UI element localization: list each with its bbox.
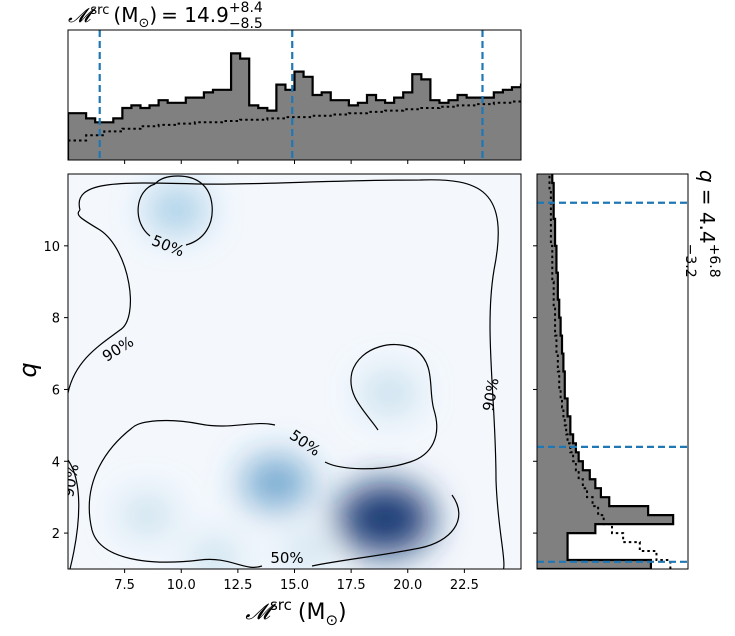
- density-map: [120, 186, 434, 569]
- density-peak: [361, 371, 419, 415]
- x-axis-unit: (M: [298, 600, 326, 625]
- density-peak: [281, 532, 330, 569]
- x-title-unit: (M: [113, 3, 138, 27]
- y-tick-label: 4: [52, 455, 60, 470]
- x-tick-label: 22.5: [450, 578, 479, 593]
- x-tick-label: 15.0: [280, 578, 309, 593]
- y-tick-label: 2: [52, 527, 60, 542]
- svg-text:q= 4.4+6.8: q = 4.4+6.8: [695, 170, 722, 278]
- x-axis-ticks: 7.5 10.0 12.5 15.0 17.5 20.0 22.5: [114, 569, 479, 593]
- x-title-unit-sub: ⊙: [138, 16, 149, 31]
- x-axis-sup: src: [270, 596, 292, 614]
- x-axis-unit-sub: ⊙: [325, 611, 338, 629]
- y-title: q = 4.4+6.8 −3.2: [682, 170, 722, 278]
- y-title-median: = 4.4: [695, 189, 719, 244]
- x-tick-label: 17.5: [337, 578, 366, 593]
- x-title: 𝓜src (M⊙) = 14.9+8.4: [68, 0, 263, 31]
- y-tick-label: 8: [52, 312, 60, 327]
- contour-90-outer: [68, 179, 505, 569]
- joint-panel: 50% 50% 50% 90% 90% 90% 7.5 10.0 12.5 15.0 1…: [14, 173, 522, 629]
- contour-50-middle: [88, 343, 460, 568]
- density-peak: [188, 538, 242, 569]
- x-title-sup: src: [90, 3, 109, 18]
- x-tick-label: 12.5: [223, 578, 252, 593]
- x-tick-label: 10.0: [167, 578, 196, 593]
- x-title-unit-close: ): [149, 3, 157, 27]
- x-title-lower: −8.5: [229, 16, 263, 32]
- x-histogram-fill: [68, 53, 521, 160]
- y-title-symbol: q: [695, 170, 719, 183]
- x-axis-unit-close: ): [338, 600, 347, 625]
- density-peak: [120, 494, 175, 536]
- contour-90-bottom: [68, 459, 80, 569]
- density-peak: [146, 186, 208, 234]
- x-axis-label: 𝓜src (M⊙): [245, 596, 346, 629]
- y-tick-label: 10: [43, 240, 60, 255]
- contour-label-50-bottom: 50%: [270, 549, 303, 567]
- y-reference-histogram: [548, 174, 672, 569]
- y-quantile-lines: [537, 201, 688, 563]
- x-histogram-outline: [68, 52, 521, 160]
- y-marginal-panel: q = 4.4+6.8 −3.2: [533, 170, 722, 570]
- y-axis-ticks: 2 4 6 8 10: [43, 240, 68, 542]
- y-histogram-outline: [537, 174, 675, 569]
- contour-lines: [68, 175, 505, 569]
- y-title-upper: +6.8: [706, 244, 722, 278]
- y-tick-label: 6: [52, 383, 60, 398]
- x-marginal-panel: 𝓜src (M⊙) = 14.9+8.4 −8.5: [67, 0, 522, 164]
- x-title-median: = 14.9: [161, 3, 229, 27]
- contour-label-90-right: 90%: [479, 377, 503, 413]
- y-axis-label: q: [14, 362, 42, 377]
- x-title-upper: +8.4: [229, 0, 263, 16]
- y-marginal-frame: [536, 173, 689, 570]
- y-histogram-fill: [537, 174, 674, 569]
- y-title-lower: −3.2: [682, 244, 698, 278]
- y-marginal-ticks: [533, 245, 537, 534]
- x-marginal-ticks: [124, 160, 465, 164]
- contour-50-top: [137, 175, 213, 246]
- density-peak: [337, 482, 434, 555]
- density-peak: [241, 456, 311, 509]
- x-tick-label: 7.5: [114, 578, 135, 593]
- x-tick-label: 20.0: [393, 578, 422, 593]
